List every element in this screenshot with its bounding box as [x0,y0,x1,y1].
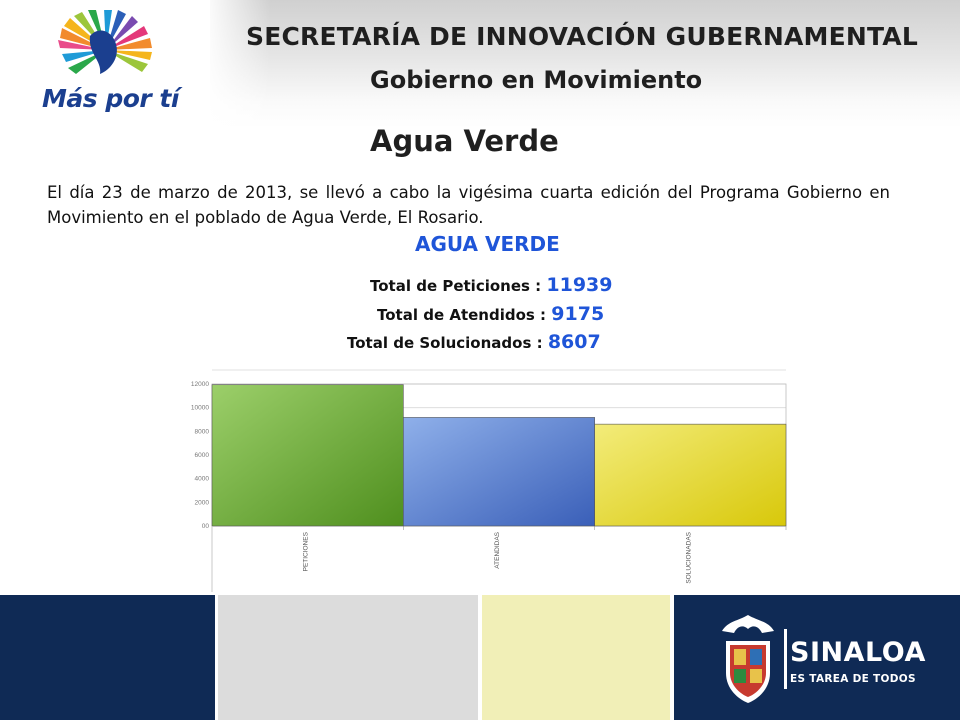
stats-heading: AGUA VERDE [415,232,560,256]
body-paragraph: El día 23 de marzo de 2013, se llevó a c… [47,183,890,227]
stat-solucionados-label: Total de Solucionados : [347,334,543,352]
y-tick-label: 8000 [195,428,210,435]
bar-atendidas [403,417,595,527]
y-tick-label: 00 [202,523,210,530]
y-tick-label: 6000 [195,452,210,459]
footer-block-sinaloa: SINALOA ES TAREA DE TODOS [674,595,960,720]
footer-block-gray [218,595,478,720]
footer-block-cream [482,595,670,720]
program-title: Gobierno en Movimiento [370,66,703,94]
stat-solucionados-value: 8607 [547,331,601,353]
sinaloa-crest-icon [722,615,774,703]
x-category-label: PETICIONES [303,531,310,571]
header-band [210,0,960,128]
page-title: Agua Verde [370,124,559,158]
y-tick-label: 4000 [195,476,210,483]
bar-chart: 00 2000 4000 6000 8000 10000 12000 PETICIONES AT… [180,360,800,596]
stat-peticiones-label: Total de Peticiones : [370,277,542,295]
bar-peticiones [211,384,404,527]
stat-atendidos-value: 9175 [551,303,605,325]
stat-atendidos-label: Total de Atendidos : [377,306,547,324]
x-category-label: ATENDIDAS [494,531,501,568]
secretariat-title: SECRETARÍA DE INNOVACIÓN GUBERNAMENTAL [246,22,918,51]
mas-por-ti-logo [58,10,152,75]
bar-solucionadas [594,423,787,527]
footer: SINALOA ES TAREA DE TODOS [0,595,960,720]
sinaloa-divider [784,629,787,689]
stat-peticiones-value: 11939 [546,274,613,296]
sinaloa-brand: SINALOA [790,637,926,668]
stat-solucionados: Total de Solucionados : 8607 [347,331,601,353]
x-category-label: SOLUCIONADAS [685,531,692,583]
stat-peticiones: Total de Peticiones : 11939 [370,274,613,296]
logo-text: Más por tí [42,84,179,113]
y-tick-label: 12000 [191,381,209,388]
bar-chart-svg: 00 2000 4000 6000 8000 10000 12000 PETICIONES AT… [191,369,787,592]
footer-block-navy [0,595,215,720]
y-tick-label: 2000 [195,499,210,506]
y-tick-label: 10000 [191,405,209,412]
sinaloa-tagline: ES TAREA DE TODOS [790,673,916,685]
stat-atendidos: Total de Atendidos : 9175 [377,303,604,325]
